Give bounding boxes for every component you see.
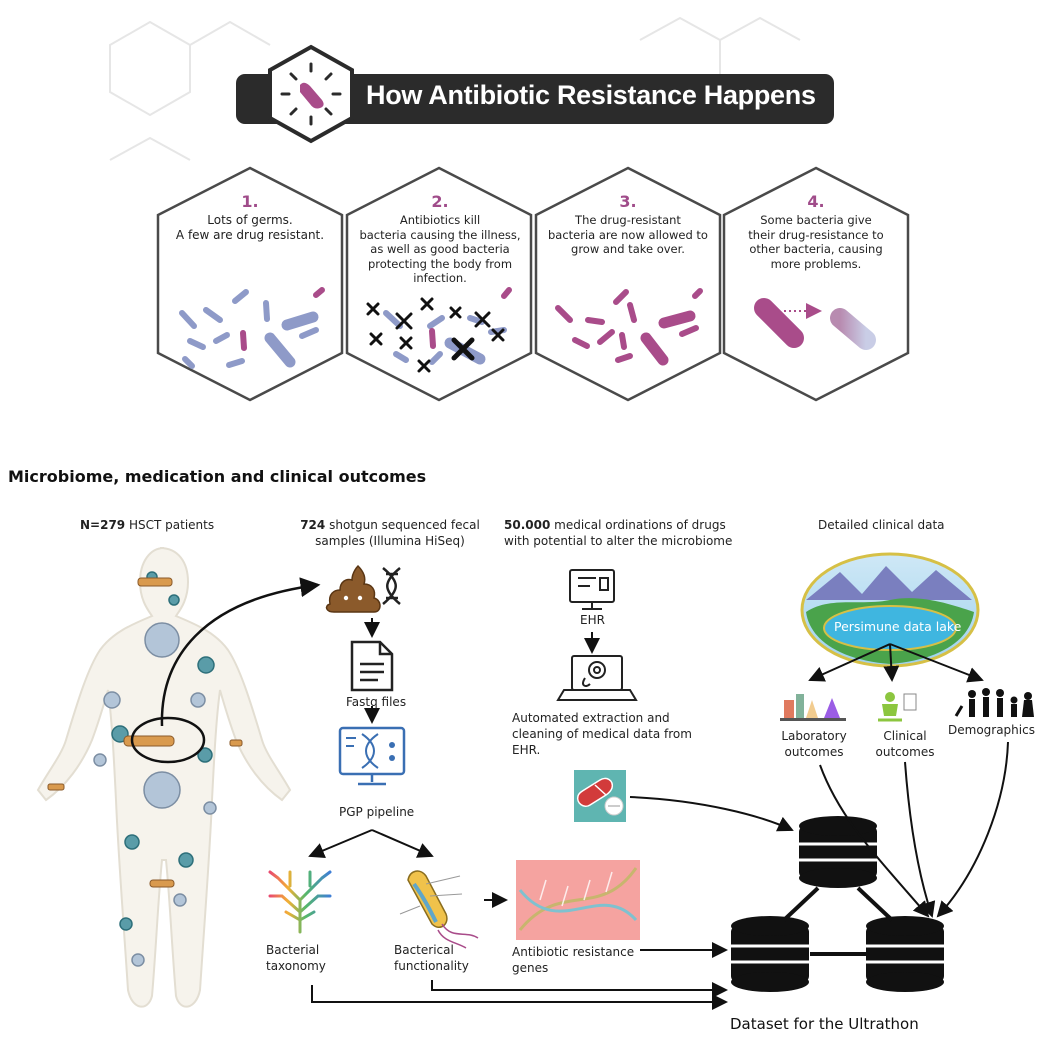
step-4-text: Some bacteria give their drug-resistance…	[748, 213, 884, 271]
medications-text-line2: with potential to alter the microbiome	[504, 534, 733, 548]
step-2: 2. Antibiotics kill bacteria causing the…	[355, 193, 525, 286]
laboratory-outcomes-label: Laboratory outcomes	[781, 729, 847, 759]
samples-label: 724 shotgun sequenced fecal samples (Ill…	[295, 517, 485, 549]
samples-text: shotgun sequenced fecal	[329, 518, 480, 532]
step4-transfer	[754, 298, 876, 350]
bacterium-icon	[399, 870, 479, 949]
human-body-illustration	[36, 547, 292, 1008]
ehr-monitor-icon	[569, 569, 615, 610]
poop-icon	[325, 564, 381, 613]
samples-text-line2: samples (Illumina HiSeq)	[315, 534, 465, 548]
samples-count: 724	[300, 518, 326, 532]
patients-count: N=279	[80, 518, 126, 532]
section-title: Microbiome, medication and clinical outc…	[8, 467, 427, 486]
step-2-number: 2.	[431, 192, 449, 211]
step-1-text: Lots of germs. A few are drug resistant.	[175, 213, 325, 242]
title-banner	[236, 74, 834, 124]
pipeline-computer-icon	[338, 726, 406, 786]
infographic-title: How Antibiotic Resistance Happens	[366, 80, 816, 110]
database-left	[731, 916, 809, 992]
patients-text: HSCT patients	[128, 518, 215, 532]
step-2-text: Antibiotics kill bacteria causing the il…	[359, 213, 521, 285]
demographics-label: Demographics	[948, 723, 1035, 737]
step2-bacteria	[366, 287, 512, 373]
step-1-number: 1.	[241, 192, 259, 211]
clinical-icon	[878, 692, 917, 722]
ehr-label: EHR	[580, 613, 605, 627]
data-lake-label: Persimune data lake	[834, 619, 962, 634]
taxonomy-label: Bacterial taxonomy	[266, 943, 326, 973]
step3-bacteria	[555, 288, 703, 366]
medications-label: 50.000 medical ordinations of drugs with…	[504, 517, 754, 549]
database-icons	[731, 816, 944, 992]
step-1: 1. Lots of germs. A few are drug resista…	[170, 193, 330, 243]
taxonomy-tree-icon	[268, 870, 332, 934]
document-icon	[350, 640, 394, 692]
demographics-icon	[954, 688, 1034, 717]
data-lake-illustration	[800, 552, 980, 668]
honeycomb-background	[109, 16, 801, 161]
pills-icon	[574, 770, 626, 822]
step1-bacteria	[179, 287, 325, 369]
step-4: 4. Some bacteria give their drug-resista…	[731, 193, 901, 271]
step-4-number: 4.	[807, 192, 825, 211]
pipeline-label: PGP pipeline	[339, 805, 415, 819]
functionality-label: Bacterical functionality	[394, 943, 469, 973]
fastq-label: Fastq files	[346, 695, 407, 709]
database-top	[799, 816, 877, 888]
dna-icon	[382, 567, 401, 605]
gut-to-sample-arrow	[160, 577, 321, 727]
resistance-genes-label: Antibiotic resistance genes	[512, 945, 635, 975]
patients-label: N=279 HSCT patients	[80, 517, 214, 533]
medications-text: medical ordinations of drugs	[554, 518, 726, 532]
dataset-label: Dataset for the Ultrathon	[730, 1015, 919, 1033]
extraction-label: Automated extraction and cleaning of med…	[512, 711, 692, 757]
step-3-text: The drug-resistant bacteria are now allo…	[548, 213, 708, 256]
database-right	[866, 916, 944, 992]
dataset-flow-arrows	[311, 741, 1009, 1010]
lake-fanout-arrows	[808, 643, 984, 683]
clock-icon	[268, 44, 354, 144]
step-3-number: 3.	[619, 192, 637, 211]
medications-count: 50.000	[504, 518, 551, 532]
laptop-brain-icon	[556, 655, 638, 701]
laboratory-icon	[780, 694, 846, 721]
clinical-data-title: Detailed clinical data	[818, 518, 945, 532]
clinical-outcomes-label: Clinical outcomes	[875, 729, 935, 759]
step-3: 3. The drug-resistant bacteria are now a…	[543, 193, 713, 257]
resistance-genes-image	[516, 860, 640, 940]
